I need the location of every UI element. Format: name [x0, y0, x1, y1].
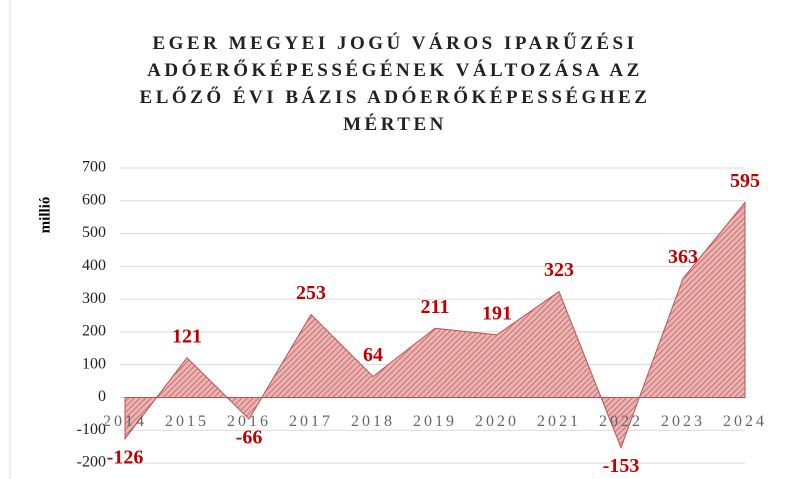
- chart-title: EGER MEGYEI JOGÚ VÁROS IPARŰZÉSI ADÓERŐK…: [139, 33, 651, 135]
- data-label: -66: [236, 427, 263, 449]
- x-tick-label: 2022: [599, 413, 643, 430]
- data-label: 323: [544, 259, 574, 281]
- y-tick-label: 200: [82, 323, 106, 340]
- y-tick-label: 400: [82, 257, 106, 274]
- area: [124, 201, 746, 449]
- y-tick-label: 600: [82, 191, 106, 208]
- x-tick-label: 2018: [351, 413, 395, 430]
- data-label: 121: [172, 325, 202, 347]
- x-tick-label: 2015: [165, 413, 209, 430]
- y-tick-label: -100: [77, 421, 106, 438]
- x-tick-label: 2021: [537, 413, 581, 430]
- x-tick-label: 2019: [413, 413, 457, 430]
- y-tick-label: -200: [77, 454, 106, 471]
- y-tick-label: 300: [82, 290, 106, 307]
- x-tick-label: 2023: [661, 413, 705, 430]
- data-label: -153: [603, 455, 640, 477]
- data-label: 211: [421, 296, 450, 318]
- data-label: 595: [730, 170, 760, 192]
- x-tick-label: 2020: [475, 413, 519, 430]
- data-label: 253: [296, 282, 326, 304]
- x-tick-label: 2014: [103, 413, 147, 430]
- y-axis-label: millió: [37, 197, 53, 234]
- y-tick-label: 0: [98, 388, 106, 405]
- x-tick-label: 2017: [289, 413, 333, 430]
- data-label: 363: [668, 246, 698, 268]
- y-tick-label: 100: [82, 355, 106, 372]
- y-tick-label: 700: [82, 159, 106, 176]
- x-tick-label: 2016: [227, 413, 271, 430]
- data-label: 64: [363, 344, 383, 366]
- data-label: -126: [107, 446, 144, 468]
- y-tick-label: 500: [82, 224, 106, 241]
- x-tick-label: 2024: [723, 413, 767, 430]
- data-label: 191: [482, 302, 512, 324]
